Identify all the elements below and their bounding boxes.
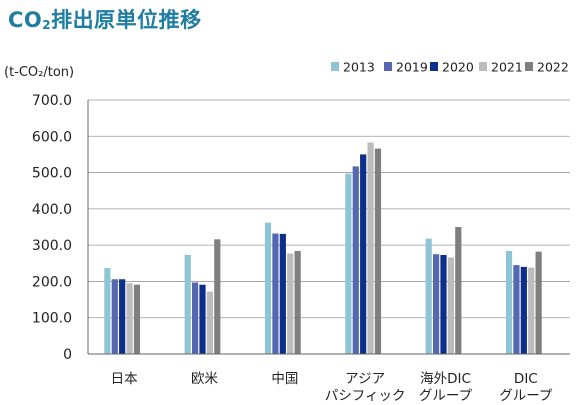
bar-2022 <box>294 250 301 354</box>
bar-2022 <box>455 227 462 354</box>
legend: 2013 2019 2020 2021 2022 <box>331 60 569 75</box>
legend-swatch <box>525 62 533 71</box>
y-tick-label: 200.0 <box>32 274 72 290</box>
x-category-label-line: アジア <box>345 371 385 387</box>
bar-2021 <box>287 253 294 354</box>
chart-title-suffix: 排出原単位推移 <box>51 8 202 32</box>
x-category-label-line: グループ <box>419 388 473 404</box>
y-tick-labels: 0 100.0 200.0 300.0 400.0 500.0 600.0 700.0 <box>32 93 72 363</box>
y-tick-label: 600.0 <box>32 129 72 145</box>
legend-item-2022: 2022 <box>525 60 569 75</box>
legend-label: 2021 <box>491 60 523 75</box>
legend-item-2021: 2021 <box>479 60 523 75</box>
x-category-label-line: パシフィック <box>325 388 406 404</box>
bar-2020 <box>360 154 367 354</box>
legend-item-2013: 2013 <box>331 60 375 75</box>
bar-2013 <box>184 254 191 354</box>
x-category-label: 中国 <box>271 371 298 387</box>
legend-item-2020: 2020 <box>430 60 474 75</box>
x-category-label-line: 日本 <box>111 371 138 387</box>
bar-2013 <box>104 268 111 354</box>
legend-label: 2022 <box>537 60 569 75</box>
bar-2021 <box>367 142 374 354</box>
y-tick-label: 400.0 <box>32 202 72 218</box>
bar-2013 <box>345 173 352 354</box>
legend-label: 2020 <box>442 60 474 75</box>
bar-2019 <box>513 265 520 354</box>
bar-2013 <box>264 222 272 354</box>
x-category-label: DIC グループ <box>499 371 553 404</box>
axes <box>87 100 570 355</box>
x-category-label: 日本 <box>111 371 138 387</box>
chart-title-subscript: 2 <box>42 18 52 32</box>
legend-swatch <box>384 62 392 71</box>
bar-2020 <box>199 284 206 354</box>
chart-title-prefix: CO <box>8 8 43 32</box>
bar-2020 <box>520 266 527 354</box>
y-tick-label: 100.0 <box>32 311 72 327</box>
bar-2019 <box>352 166 359 354</box>
bar-2020 <box>119 279 126 354</box>
bar-2022 <box>133 284 141 354</box>
x-category-label-line: 中国 <box>271 371 298 387</box>
x-category-label: アジアパシフィック <box>325 371 406 404</box>
bar-2019 <box>111 279 118 354</box>
bar-2021 <box>528 267 535 354</box>
legend-item-2019: 2019 <box>384 60 428 75</box>
legend-swatch <box>479 62 487 71</box>
bar-2021 <box>126 283 133 354</box>
x-category-label-line: 欧米 <box>191 371 218 387</box>
x-category-label: 欧米 <box>191 371 218 387</box>
bar-2022 <box>374 148 382 354</box>
legend-label: 2019 <box>396 60 428 75</box>
bar-2020 <box>279 233 286 354</box>
y-tick-label: 700.0 <box>32 93 72 109</box>
bar-2021 <box>447 257 454 354</box>
bar-2022 <box>535 251 542 354</box>
x-category-label: 海外DIC グループ <box>419 371 473 404</box>
bar-2013 <box>425 238 432 354</box>
x-category-label-line: DIC <box>514 371 538 387</box>
bar-2022 <box>214 239 221 354</box>
legend-swatch <box>331 62 339 71</box>
y-tick-label: 500.0 <box>32 166 72 182</box>
y-tick-label: 0 <box>63 347 72 363</box>
bar-2013 <box>505 250 513 354</box>
bar-2020 <box>440 254 447 354</box>
x-category-label-line: グループ <box>499 388 553 404</box>
bar-2019 <box>433 254 440 354</box>
bar-2019 <box>272 233 279 354</box>
chart-title: CO2排出原単位推移 <box>8 4 202 34</box>
y-axis-unit-label: (t-CO₂/ton) <box>4 65 74 80</box>
legend-label: 2013 <box>343 60 375 75</box>
x-category-label-line: 海外DIC <box>420 371 471 387</box>
bars <box>104 142 542 354</box>
bar-2019 <box>192 282 199 354</box>
y-tick-label: 300.0 <box>32 238 72 254</box>
legend-swatch <box>430 62 438 71</box>
bar-2021 <box>206 291 213 354</box>
grid-lines <box>88 99 570 319</box>
